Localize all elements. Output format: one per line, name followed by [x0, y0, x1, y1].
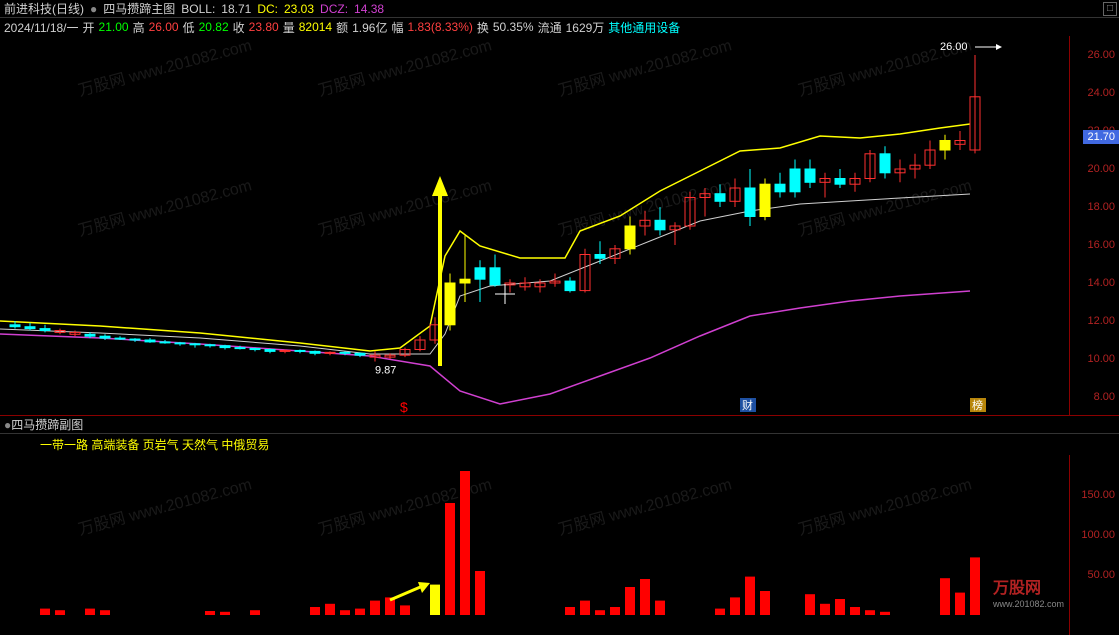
stock-title: 前进科技(日线) — [4, 0, 84, 17]
svg-text:万股网 www.201082.com: 万股网 www.201082.com — [76, 36, 253, 100]
info-bar: 2024/11/18/一 开21.00 高26.00 低20.82 收23.80… — [0, 18, 1119, 36]
close-icon[interactable]: □ — [1103, 2, 1117, 16]
boll-label: BOLL: — [181, 2, 215, 16]
volume-yaxis: 50.00100.00150.00 — [1069, 455, 1119, 635]
sub-indicator-name: 四马攒蹄副图 — [11, 416, 83, 433]
main-candlestick-chart[interactable]: 万股网 www.201082.com 万股网 www.201082.com 万股网 … — [0, 36, 1119, 416]
svg-text:26.00: 26.00 — [940, 41, 968, 53]
svg-text:万股网 www.201082.com: 万股网 www.201082.com — [76, 176, 253, 240]
svg-text:万股网 www.201082.com: 万股网 www.201082.com — [796, 176, 973, 240]
date: 2024/11/18/一 — [4, 19, 79, 36]
svg-text:万股网 www.201082.com: 万股网 www.201082.com — [316, 36, 493, 100]
svg-text:万股网 www.201082.com: 万股网 www.201082.com — [556, 36, 733, 100]
dcz-label: DCZ: — [320, 2, 348, 16]
indicator-name: 四马攒蹄主图 — [103, 0, 175, 17]
stock-tags: 一带一路 高端装备 页岩气 天然气 中俄贸易 — [0, 434, 1119, 455]
dc-label: DC: — [257, 2, 278, 16]
svg-text:财: 财 — [742, 398, 753, 412]
svg-text:万股网 www.201082.com: 万股网 www.201082.com — [556, 475, 733, 539]
svg-text:榜: 榜 — [972, 398, 983, 412]
svg-text:万股网 www.201082.com: 万股网 www.201082.com — [316, 176, 493, 240]
svg-text:$: $ — [400, 399, 408, 415]
svg-text:万股网 www.201082.com: 万股网 www.201082.com — [76, 475, 253, 539]
price-yaxis: 8.0010.0012.0014.0016.0018.0020.0022.002… — [1069, 36, 1119, 415]
candlestick-svg: 万股网 www.201082.com 万股网 www.201082.com 万股网 … — [0, 36, 1069, 416]
volume-svg: 万股网 www.201082.com 万股网 www.201082.com 万股网 … — [0, 455, 1069, 615]
svg-text:9.87: 9.87 — [375, 364, 396, 376]
sub-volume-chart[interactable]: 万股网 www.201082.com 万股网 www.201082.com 万股网 … — [0, 455, 1119, 635]
chart-header: 前进科技(日线) ● 四马攒蹄主图 BOLL:18.71 DC:23.03 DC… — [0, 0, 1119, 18]
sub-chart-header: ● 四马攒蹄副图 — [0, 416, 1119, 434]
svg-text:万股网 www.201082.com: 万股网 www.201082.com — [796, 475, 973, 539]
sector: 其他通用设备 — [608, 19, 680, 36]
watermark-logo: 万股网www.201082.com — [993, 574, 1064, 610]
